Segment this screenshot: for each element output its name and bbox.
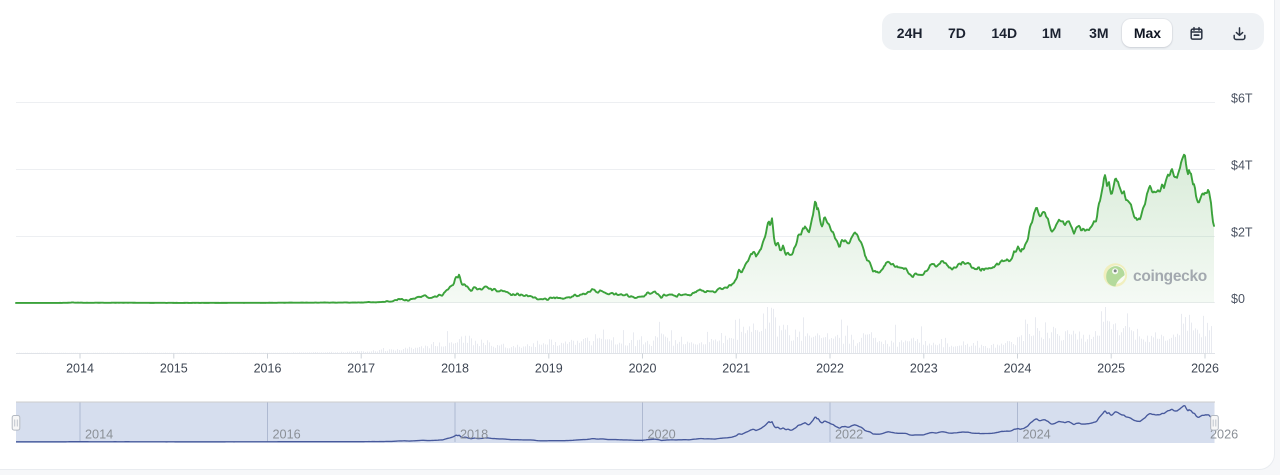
svg-text:2025: 2025 <box>1097 362 1125 376</box>
svg-text:$2T: $2T <box>1231 226 1253 240</box>
svg-text:2022: 2022 <box>816 362 844 376</box>
svg-text:$6T: $6T <box>1231 92 1253 106</box>
svg-text:2017: 2017 <box>347 362 375 376</box>
svg-text:2022: 2022 <box>835 428 863 442</box>
svg-text:coingecko: coingecko <box>1133 268 1207 285</box>
svg-text:2018: 2018 <box>441 362 469 376</box>
svg-text:2019: 2019 <box>535 362 563 376</box>
svg-text:2021: 2021 <box>722 362 750 376</box>
svg-text:2026: 2026 <box>1210 428 1238 442</box>
svg-text:2014: 2014 <box>66 362 94 376</box>
svg-text:2014: 2014 <box>85 428 113 442</box>
svg-text:2018: 2018 <box>460 428 488 442</box>
svg-text:2015: 2015 <box>160 362 188 376</box>
svg-text:2020: 2020 <box>648 428 676 442</box>
svg-text:$0: $0 <box>1231 292 1245 306</box>
svg-text:2023: 2023 <box>910 362 938 376</box>
svg-text:2016: 2016 <box>254 362 282 376</box>
svg-text:2024: 2024 <box>1004 362 1032 376</box>
svg-text:2024: 2024 <box>1023 428 1051 442</box>
svg-text:2026: 2026 <box>1191 362 1219 376</box>
svg-text:2020: 2020 <box>629 362 657 376</box>
svg-text:2016: 2016 <box>273 428 301 442</box>
svg-text:$4T: $4T <box>1231 159 1253 173</box>
